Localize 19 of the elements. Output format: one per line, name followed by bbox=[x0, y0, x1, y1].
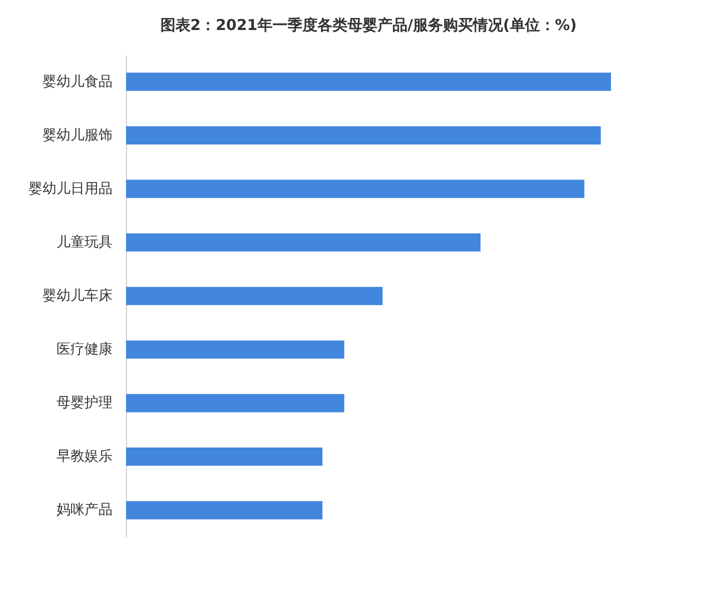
y-tick-label: 儿童玩具 bbox=[56, 234, 112, 250]
chart-title: 图表2：2021年一季度各类母婴产品/服务购买情况(单位：%) bbox=[160, 16, 577, 34]
y-tick-label: 医疗健康 bbox=[56, 342, 112, 358]
bar bbox=[126, 394, 344, 412]
y-tick-label: 母婴护理 bbox=[56, 395, 112, 412]
bar bbox=[126, 286, 383, 306]
bar bbox=[126, 72, 611, 91]
y-tick-label: 婴幼儿服饰 bbox=[42, 127, 112, 144]
y-tick-label: 婴幼儿车床 bbox=[42, 288, 112, 304]
y-tick-label: 妈咪产品 bbox=[56, 502, 112, 518]
bar bbox=[126, 448, 322, 466]
bar bbox=[126, 340, 344, 359]
y-tick-label: 早教娱乐 bbox=[56, 448, 112, 465]
y-tick-label: 婴幼儿食品 bbox=[42, 74, 112, 90]
bar bbox=[126, 180, 584, 198]
y-tick-label: 婴幼儿日用品 bbox=[28, 180, 112, 197]
bar bbox=[126, 501, 322, 520]
bar bbox=[126, 233, 481, 252]
bar bbox=[126, 126, 601, 144]
